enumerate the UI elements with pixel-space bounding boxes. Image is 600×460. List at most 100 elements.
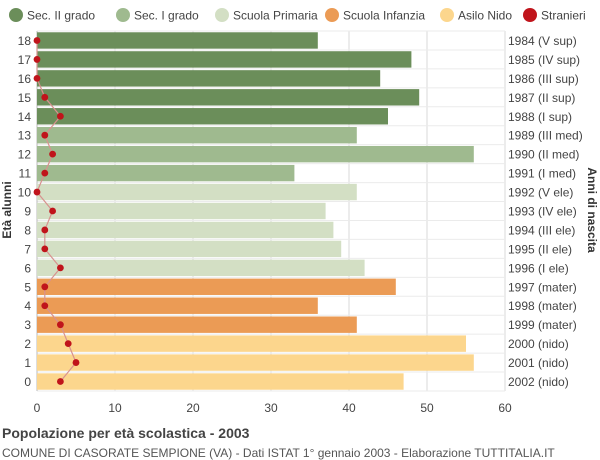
- stranieri-point-age-9: [49, 207, 56, 215]
- bar-age-13: [37, 127, 357, 144]
- stranieri-point-age-11: [41, 169, 49, 177]
- year-label-1993-iv-ele: 1993 (IV ele): [508, 205, 577, 219]
- year-label-2002-nido: 2002 (nido): [508, 375, 569, 389]
- year-label-1991-i-med: 1991 (I med): [508, 167, 576, 181]
- stranieri-point-age-13: [41, 131, 49, 139]
- age-label-13: 13: [18, 129, 32, 143]
- stranieri-series: [33, 37, 80, 385]
- age-label-17: 17: [18, 53, 32, 67]
- year-label-1996-i-ele: 1996 (I ele): [508, 261, 569, 275]
- bar-age-7: [37, 240, 342, 258]
- age-label-2: 2: [24, 337, 31, 351]
- age-label-11: 11: [19, 167, 32, 181]
- legend-swatch: [325, 8, 339, 22]
- stranieri-point-age-18: [33, 37, 41, 44]
- legend-swatch: [116, 8, 130, 22]
- age-label-3: 3: [24, 318, 31, 332]
- stranieri-point-age-17: [33, 56, 41, 63]
- stranieri-point-age-6: [57, 264, 64, 272]
- bar-age-2: [37, 335, 466, 352]
- age-label-14: 14: [18, 110, 32, 124]
- chart-title: Popolazione per età scolastica - 2003: [2, 425, 250, 441]
- bar-age-9: [37, 202, 326, 220]
- legend-item-scuola-primaria: Scuola Primaria: [215, 8, 318, 23]
- bar-age-8: [37, 221, 334, 239]
- stranieri-point-age-0: [57, 378, 64, 385]
- legend-swatch: [9, 8, 23, 22]
- bar-age-15: [37, 89, 420, 106]
- year-label-1994-iii-ele: 1994 (III ele): [508, 223, 575, 237]
- chart-subtitle: COMUNE DI CASORATE SEMPIONE (VA) - Dati …: [2, 446, 555, 460]
- age-label-0: 0: [24, 375, 31, 389]
- stranieri-point-age-1: [72, 359, 80, 366]
- stranieri-point-age-16: [33, 74, 41, 82]
- age-label-15: 15: [18, 91, 32, 105]
- legend-item-scuola-infanzia: Scuola Infanzia: [325, 8, 425, 23]
- age-label-16: 16: [18, 72, 32, 86]
- year-label-1995-ii-ele: 1995 (II ele): [508, 242, 572, 256]
- year-label-1997-mater: 1997 (mater): [508, 280, 577, 294]
- stranieri-point-age-7: [41, 245, 49, 253]
- year-label-1986-iii-sup: 1986 (III sup): [508, 72, 579, 86]
- bar-age-14: [37, 108, 388, 125]
- legend: Sec. II grado Sec. I grado Scuola Primaria…: [9, 8, 586, 23]
- age-label-6: 6: [24, 261, 31, 275]
- x-tick-20: 20: [186, 401, 200, 415]
- legend-swatch: [215, 8, 229, 22]
- stranieri-point-age-15: [41, 93, 49, 101]
- legend-label: Scuola Primaria: [233, 9, 318, 23]
- year-label-1987-ii-sup: 1987 (II sup): [508, 91, 575, 105]
- legend-item-asilo-nido: Asilo Nido: [440, 8, 512, 23]
- stranieri-point-age-4: [41, 302, 49, 310]
- legend-item-stranieri: Stranieri: [523, 8, 586, 23]
- bar-age-17: [37, 51, 412, 68]
- age-label-9: 9: [24, 205, 31, 219]
- age-label-5: 5: [24, 280, 31, 294]
- year-label-1992-v-ele: 1992 (V ele): [508, 186, 573, 200]
- bar-age-3: [37, 316, 357, 333]
- age-label-12: 12: [18, 148, 32, 162]
- stranieri-point-age-3: [57, 321, 64, 329]
- bar-age-4: [37, 297, 318, 314]
- legend-label: Sec. I grado: [134, 9, 199, 23]
- bar-age-5: [37, 278, 396, 295]
- legend-item-sec-i-grado: Sec. I grado: [116, 8, 199, 23]
- stranieri-point-age-5: [41, 283, 49, 291]
- stranieri-point-age-8: [41, 226, 49, 234]
- x-tick-10: 10: [108, 401, 122, 415]
- age-label-1: 1: [24, 356, 31, 370]
- year-label-2001-nido: 2001 (nido): [508, 356, 569, 370]
- x-tick-0: 0: [34, 401, 41, 415]
- legend-label: Sec. II grado: [27, 9, 95, 23]
- age-label-7: 7: [24, 242, 31, 256]
- stranieri-point-age-2: [64, 340, 72, 348]
- bar-age-0: [37, 373, 404, 390]
- year-label-1984-v-sup: 1984 (V sup): [508, 34, 577, 48]
- x-tick-50: 50: [420, 401, 434, 415]
- grid-lines: [36, 30, 506, 392]
- legend-label: Scuola Infanzia: [343, 9, 425, 23]
- stranieri-point-age-14: [57, 112, 64, 120]
- bar-age-10: [37, 183, 357, 201]
- bar-age-12: [37, 145, 474, 163]
- age-label-4: 4: [24, 299, 31, 313]
- bar-age-11: [37, 164, 295, 182]
- legend-swatch: [440, 8, 454, 22]
- year-label-1985-iv-sup: 1985 (IV sup): [508, 53, 580, 67]
- year-label-2000-nido: 2000 (nido): [508, 337, 569, 351]
- year-label-1989-iii-med: 1989 (III med): [508, 129, 583, 143]
- year-tick-labels: 1984 (V sup) 1985 (IV sup) 1986 (III sup) 1…: [508, 34, 583, 389]
- age-label-18: 18: [18, 34, 32, 48]
- legend-label: Asilo Nido: [458, 9, 512, 23]
- stranieri-point-age-10: [33, 188, 41, 196]
- stranieri-point-age-12: [49, 150, 56, 158]
- age-label-8: 8: [24, 223, 31, 237]
- year-label-1999-mater: 1999 (mater): [508, 318, 577, 332]
- bar-age-16: [37, 70, 381, 87]
- x-tick-40: 40: [342, 401, 356, 415]
- bar-age-18: [37, 32, 318, 49]
- legend-item-sec-ii-grado: Sec. II grado: [9, 8, 95, 23]
- year-label-1998-mater: 1998 (mater): [508, 299, 577, 313]
